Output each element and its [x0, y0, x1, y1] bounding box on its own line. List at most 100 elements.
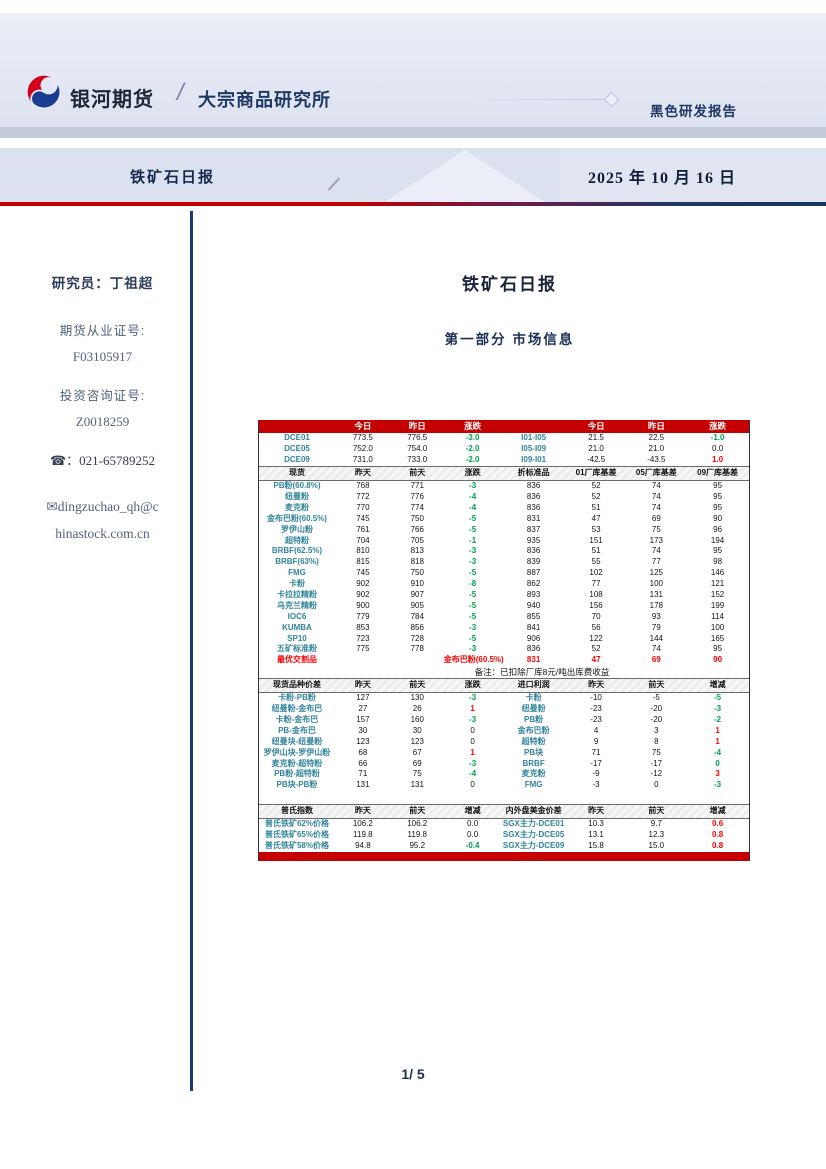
table-cell: 95: [713, 481, 723, 491]
table-cell: 106.2: [407, 819, 428, 829]
table-cell: 0.0: [467, 830, 479, 840]
table-row: DCE05 752.0 754.0 -2.0 I05-I09 21.0 21.0 0.0: [259, 444, 749, 455]
table-cell: 30: [358, 725, 368, 735]
table-row: 乌克兰精粉 900 905 -5 940 156 178 199: [259, 600, 749, 611]
table-cell: 146: [710, 568, 725, 578]
table-cell: 100: [710, 622, 725, 632]
table-cell: 纽曼粉-金布巴: [271, 704, 323, 714]
table-row: 纽曼块-纽曼粉 123 123 0 超特粉 9 8 1: [259, 736, 749, 747]
table-cell: 837: [526, 524, 541, 534]
table-cell: 卡粉-金布巴: [275, 715, 319, 725]
table-cell: 77: [591, 579, 601, 589]
table-cell: -2.0: [465, 444, 480, 454]
table-cell: 金布巴粉(60.5%): [443, 655, 504, 665]
table-cell: 106.2: [352, 819, 373, 829]
table-cell: 1: [470, 747, 475, 757]
table-cell: FMG: [524, 780, 543, 790]
table-cell: 160: [410, 715, 424, 725]
diamond-icon: [603, 91, 620, 108]
table-cell: 131: [410, 780, 424, 790]
table-cell: 776: [410, 492, 424, 501]
section-title: 第一部分 市场信息: [444, 332, 575, 347]
table-header-row: 今日 昨日 涨跌 今日 昨日 涨跌: [259, 420, 749, 433]
table-row: 普氏铁矿62%价格 106.2 106.2 0.0 SGX主力-DCE01 10.3 9.7…: [259, 819, 749, 830]
table-cell: 21.0: [588, 444, 604, 454]
table-cell: 罗伊山粉: [280, 524, 313, 534]
main-content: 铁矿石日报 第一部分 市场信息 今日 昨日 涨跌 今日 昨日 涨跌 DCE01 773.5 77…: [193, 210, 826, 861]
table-cell: 0.8: [712, 830, 724, 840]
table-cell: 114: [711, 611, 724, 621]
table-cell: 最优交割品: [276, 655, 317, 665]
table-cell: 普氏铁矿65%价格: [264, 830, 329, 840]
table-cell: 96: [713, 524, 723, 534]
table-cell: 810: [356, 546, 370, 556]
table-cell: 151: [589, 535, 603, 545]
table-cell: 0.0: [467, 819, 479, 829]
table-header-cell: 今日: [354, 421, 372, 432]
table-header-cell: 增减: [709, 680, 726, 690]
table-row: 纽曼粉-金布巴 27 26 1 纽曼粉 -23 -20 -3: [259, 704, 749, 715]
table-cell: 157: [356, 715, 370, 725]
table-row: 罗伊山块-罗伊山粉 68 67 1 PB块 71 75 -4: [259, 747, 749, 758]
table-header-cell: 涨跌: [464, 680, 481, 690]
table-header-cell: 前天: [409, 468, 426, 478]
table-cell: 768: [356, 481, 370, 491]
table-cell: 728: [410, 633, 424, 643]
table-cell: -2.0: [465, 455, 480, 465]
table-cell: 100: [649, 579, 664, 589]
table-cell: 金布巴粉(60.5%): [266, 513, 327, 523]
table-cell: IOC6: [287, 611, 307, 621]
table-cell: -3: [469, 546, 477, 556]
table-cell: 10.3: [588, 819, 604, 829]
table-cell: 130: [410, 693, 424, 703]
futures-license-number: F03105917: [72, 349, 133, 364]
banner-triangle-decoration: [385, 150, 545, 202]
table-row: 金布巴粉(60.5%) 745 750 -5 831 47 69 90: [259, 513, 749, 524]
email-line-1: ✉dingzuchao_qh@c: [46, 499, 159, 514]
table-cell: 70: [591, 611, 601, 621]
table-header-cell: 前天: [409, 680, 426, 690]
table-header-cell: 前天: [648, 680, 665, 690]
table-cell: -3: [469, 644, 477, 654]
table-cell: -23: [590, 715, 602, 725]
table-cell: 95: [713, 492, 723, 501]
table-cell: 51: [591, 502, 601, 512]
table-header-row: 现货 昨天 前天 涨跌 折标准品 01厂库基差 05厂库基差 09厂库基差: [259, 465, 749, 481]
vertical-divider: [190, 211, 193, 1091]
table-cell: 93: [651, 611, 661, 621]
table-spacer-row: [259, 791, 749, 804]
table-cell: 836: [526, 481, 541, 491]
table-row: FMG 745 750 -5 887 102 125 146: [259, 568, 749, 579]
table-cell: 麦克粉: [284, 502, 309, 512]
table-cell: 95: [713, 644, 723, 654]
table-cell: 119.8: [407, 830, 427, 840]
table-cell: 905: [410, 600, 424, 610]
table-cell: 74: [651, 644, 661, 654]
table-cell: -12: [650, 769, 663, 779]
table-header-cell: 昨天: [354, 680, 371, 690]
table-cell: 750: [410, 568, 424, 578]
table-header-cell: 昨日: [408, 421, 426, 432]
table-cell: 69: [412, 758, 422, 768]
table-header-cell: 今日: [587, 421, 605, 432]
table-row: PB粉(60.8%) 768 771 -3 836 52 74 95: [259, 481, 749, 492]
table-cell: 27: [358, 704, 368, 714]
table-header-cell: 前天: [409, 806, 426, 816]
table-cell: 卡粉: [525, 693, 542, 703]
table-cell: 733.0: [407, 455, 428, 465]
table-cell: 55: [591, 557, 601, 567]
table-cell: 15.8: [588, 841, 604, 851]
brand-name: 银河期货: [70, 89, 154, 111]
table-cell: 22.5: [648, 433, 665, 443]
table-cell: PB-金布巴: [278, 725, 316, 735]
table-cell: DCE01: [284, 433, 310, 443]
table-cell: 102: [589, 568, 603, 578]
report-category: 黑色研发报告: [650, 104, 737, 119]
table-cell: 普氏铁矿62%价格: [264, 819, 329, 829]
table-header-cell: 昨天: [354, 468, 371, 478]
table-cell: 940: [526, 600, 541, 610]
table-cell: 卡粉: [288, 579, 305, 589]
table-cell: 836: [526, 546, 541, 556]
table-cell: 750: [410, 513, 424, 523]
table-cell: DCE09: [284, 455, 310, 465]
